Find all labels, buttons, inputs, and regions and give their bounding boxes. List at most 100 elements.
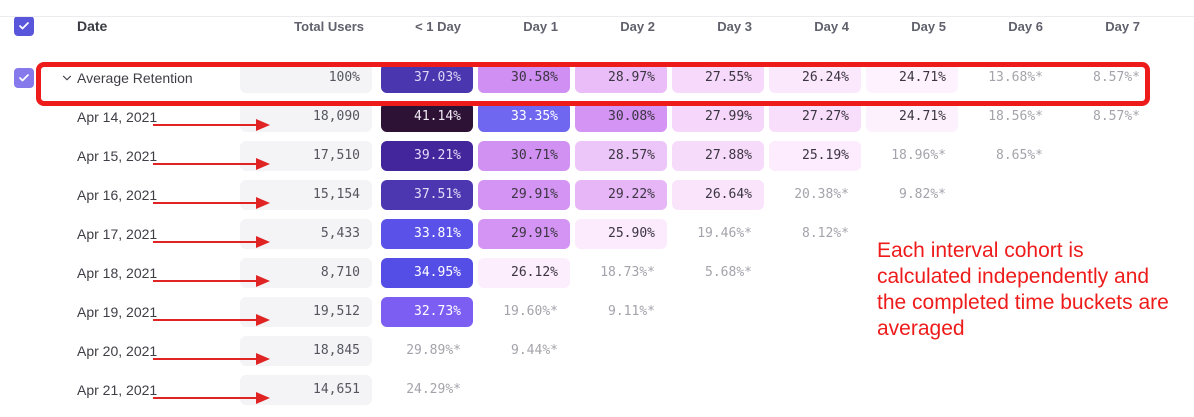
total-users-cell: 18,845 xyxy=(240,335,372,366)
annotation-note-line: Each interval cohort is xyxy=(877,239,1084,262)
retention-cell[interactable]: 18.96%* xyxy=(891,148,946,163)
retention-cell[interactable]: 30.08% xyxy=(575,101,667,132)
column-header-day-6[interactable]: Day 6 xyxy=(1008,18,1043,34)
check-icon xyxy=(19,73,29,81)
row-date-label: Apr 16, 2021 xyxy=(77,186,158,203)
retention-cell[interactable]: 19.46%* xyxy=(697,226,752,241)
column-header-day-5[interactable]: Day 5 xyxy=(911,18,946,34)
row-select-cell xyxy=(14,253,77,292)
row-date-label: Apr 14, 2021 xyxy=(77,108,158,125)
retention-cell[interactable]: 33.81% xyxy=(381,218,473,249)
row-date-label: Apr 17, 2021 xyxy=(77,225,158,242)
total-users-cell: 18,090 xyxy=(240,101,372,132)
retention-cell[interactable]: 25.90% xyxy=(575,218,667,249)
retention-cell[interactable]: 30.58% xyxy=(478,62,570,93)
retention-cell[interactable]: 24.71% xyxy=(866,101,958,132)
retention-cell-empty xyxy=(866,375,958,405)
column-header-1-day[interactable]: < 1 Day xyxy=(415,18,461,34)
retention-cell-empty xyxy=(1060,141,1152,171)
retention-cell[interactable]: 8.65%* xyxy=(996,148,1043,163)
retention-cell[interactable]: 26.64% xyxy=(672,179,764,210)
column-header-day-7[interactable]: Day 7 xyxy=(1105,18,1140,34)
retention-cell[interactable]: 24.71% xyxy=(866,62,958,93)
annotation-note-line: the completed time buckets are xyxy=(877,291,1169,314)
column-header-date[interactable]: Date xyxy=(77,18,108,34)
retention-cell[interactable]: 9.11%* xyxy=(608,304,655,319)
retention-cell[interactable]: 33.35% xyxy=(478,101,570,132)
retention-cell[interactable]: 25.19% xyxy=(769,140,861,171)
retention-cell-empty xyxy=(672,336,764,366)
total-users-cell: 14,651 xyxy=(240,374,372,405)
retention-cell-empty xyxy=(769,258,861,288)
retention-cell[interactable]: 26.24% xyxy=(769,62,861,93)
retention-cell[interactable]: 13.68%* xyxy=(988,70,1043,85)
retention-cell[interactable]: 30.71% xyxy=(478,140,570,171)
retention-cell[interactable]: 20.38%* xyxy=(794,187,849,202)
row-select-cell xyxy=(14,97,77,136)
retention-cell[interactable]: 19.60%* xyxy=(503,304,558,319)
total-users-cell: 100% xyxy=(240,62,372,93)
retention-cell-empty xyxy=(478,375,570,405)
check-icon xyxy=(19,22,29,30)
retention-cell-empty xyxy=(672,375,764,405)
average-row-select-cell xyxy=(14,58,77,97)
table-top-border xyxy=(0,16,1194,17)
table-body: Average Retention 100% 37.03% 30.58% 28.97% 2… xyxy=(0,58,1194,409)
chevron-down-icon[interactable] xyxy=(59,70,75,86)
row-select-cell xyxy=(14,331,77,370)
column-header-day-1[interactable]: Day 1 xyxy=(523,18,558,34)
table-row: Apr 17, 2021 5,433 33.81% 29.91% 25.90% 19.46… xyxy=(0,214,1194,253)
row-select-cell xyxy=(14,175,77,214)
retention-cell[interactable]: 27.27% xyxy=(769,101,861,132)
retention-cell[interactable]: 27.55% xyxy=(672,62,764,93)
retention-cell[interactable]: 39.21% xyxy=(381,140,473,171)
retention-cell[interactable]: 27.99% xyxy=(672,101,764,132)
retention-cell[interactable]: 29.22% xyxy=(575,179,667,210)
retention-cell[interactable]: 28.97% xyxy=(575,62,667,93)
select-all-checkbox[interactable] xyxy=(14,16,34,36)
retention-cell[interactable]: 27.88% xyxy=(672,140,764,171)
row-select-cell xyxy=(14,292,77,331)
row-date-label: Apr 20, 2021 xyxy=(77,342,158,359)
column-header-day-4[interactable]: Day 4 xyxy=(814,18,849,34)
retention-cell-empty xyxy=(672,297,764,327)
retention-cell[interactable]: 34.95% xyxy=(381,257,473,288)
retention-cell[interactable]: 32.73% xyxy=(381,296,473,327)
table-header-row: Date Total Users < 1 Day Day 1 Day 2 Day 3 Day… xyxy=(0,8,1194,44)
header-checkbox-cell xyxy=(14,8,77,44)
retention-cell[interactable]: 29.89%* xyxy=(406,343,461,358)
retention-cell[interactable]: 18.56%* xyxy=(988,109,1043,124)
retention-cell[interactable]: 37.51% xyxy=(381,179,473,210)
retention-cell[interactable]: 5.68%* xyxy=(705,265,752,280)
retention-cell[interactable]: 28.57% xyxy=(575,140,667,171)
column-header-day-3[interactable]: Day 3 xyxy=(717,18,752,34)
average-retention-row: Average Retention 100% 37.03% 30.58% 28.97% 2… xyxy=(0,58,1194,97)
column-header-day-2[interactable]: Day 2 xyxy=(620,18,655,34)
total-users-cell: 8,710 xyxy=(240,257,372,288)
retention-cell[interactable]: 37.03% xyxy=(381,62,473,93)
retention-cell[interactable]: 24.29%* xyxy=(406,382,461,397)
retention-cell[interactable]: 29.91% xyxy=(478,179,570,210)
retention-cell[interactable]: 9.82%* xyxy=(899,187,946,202)
row-select-cell xyxy=(14,214,77,253)
retention-cell-empty xyxy=(1060,375,1152,405)
retention-cell-empty xyxy=(769,375,861,405)
row-date-label: Apr 18, 2021 xyxy=(77,264,158,281)
total-users-cell: 19,512 xyxy=(240,296,372,327)
table-row: Apr 21, 2021 14,651 24.29%* xyxy=(0,370,1194,409)
retention-cell[interactable]: 8.57%* xyxy=(1093,70,1140,85)
retention-cell[interactable]: 29.91% xyxy=(478,218,570,249)
average-row-checkbox[interactable] xyxy=(14,67,34,88)
row-select-cell xyxy=(14,370,77,409)
retention-cell[interactable]: 8.12%* xyxy=(802,226,849,241)
retention-cell[interactable]: 26.12% xyxy=(478,257,570,288)
retention-cell[interactable]: 8.57%* xyxy=(1093,109,1140,124)
retention-cell[interactable]: 41.14% xyxy=(381,101,473,132)
retention-cell[interactable]: 18.73%* xyxy=(600,265,655,280)
retention-cell[interactable]: 9.44%* xyxy=(511,343,558,358)
column-header-total-users[interactable]: Total Users xyxy=(294,18,364,34)
row-date-label: Apr 15, 2021 xyxy=(77,147,158,164)
retention-cell-empty xyxy=(575,375,667,405)
row-date-label: Apr 21, 2021 xyxy=(77,381,158,398)
retention-cell-empty xyxy=(1060,180,1152,210)
